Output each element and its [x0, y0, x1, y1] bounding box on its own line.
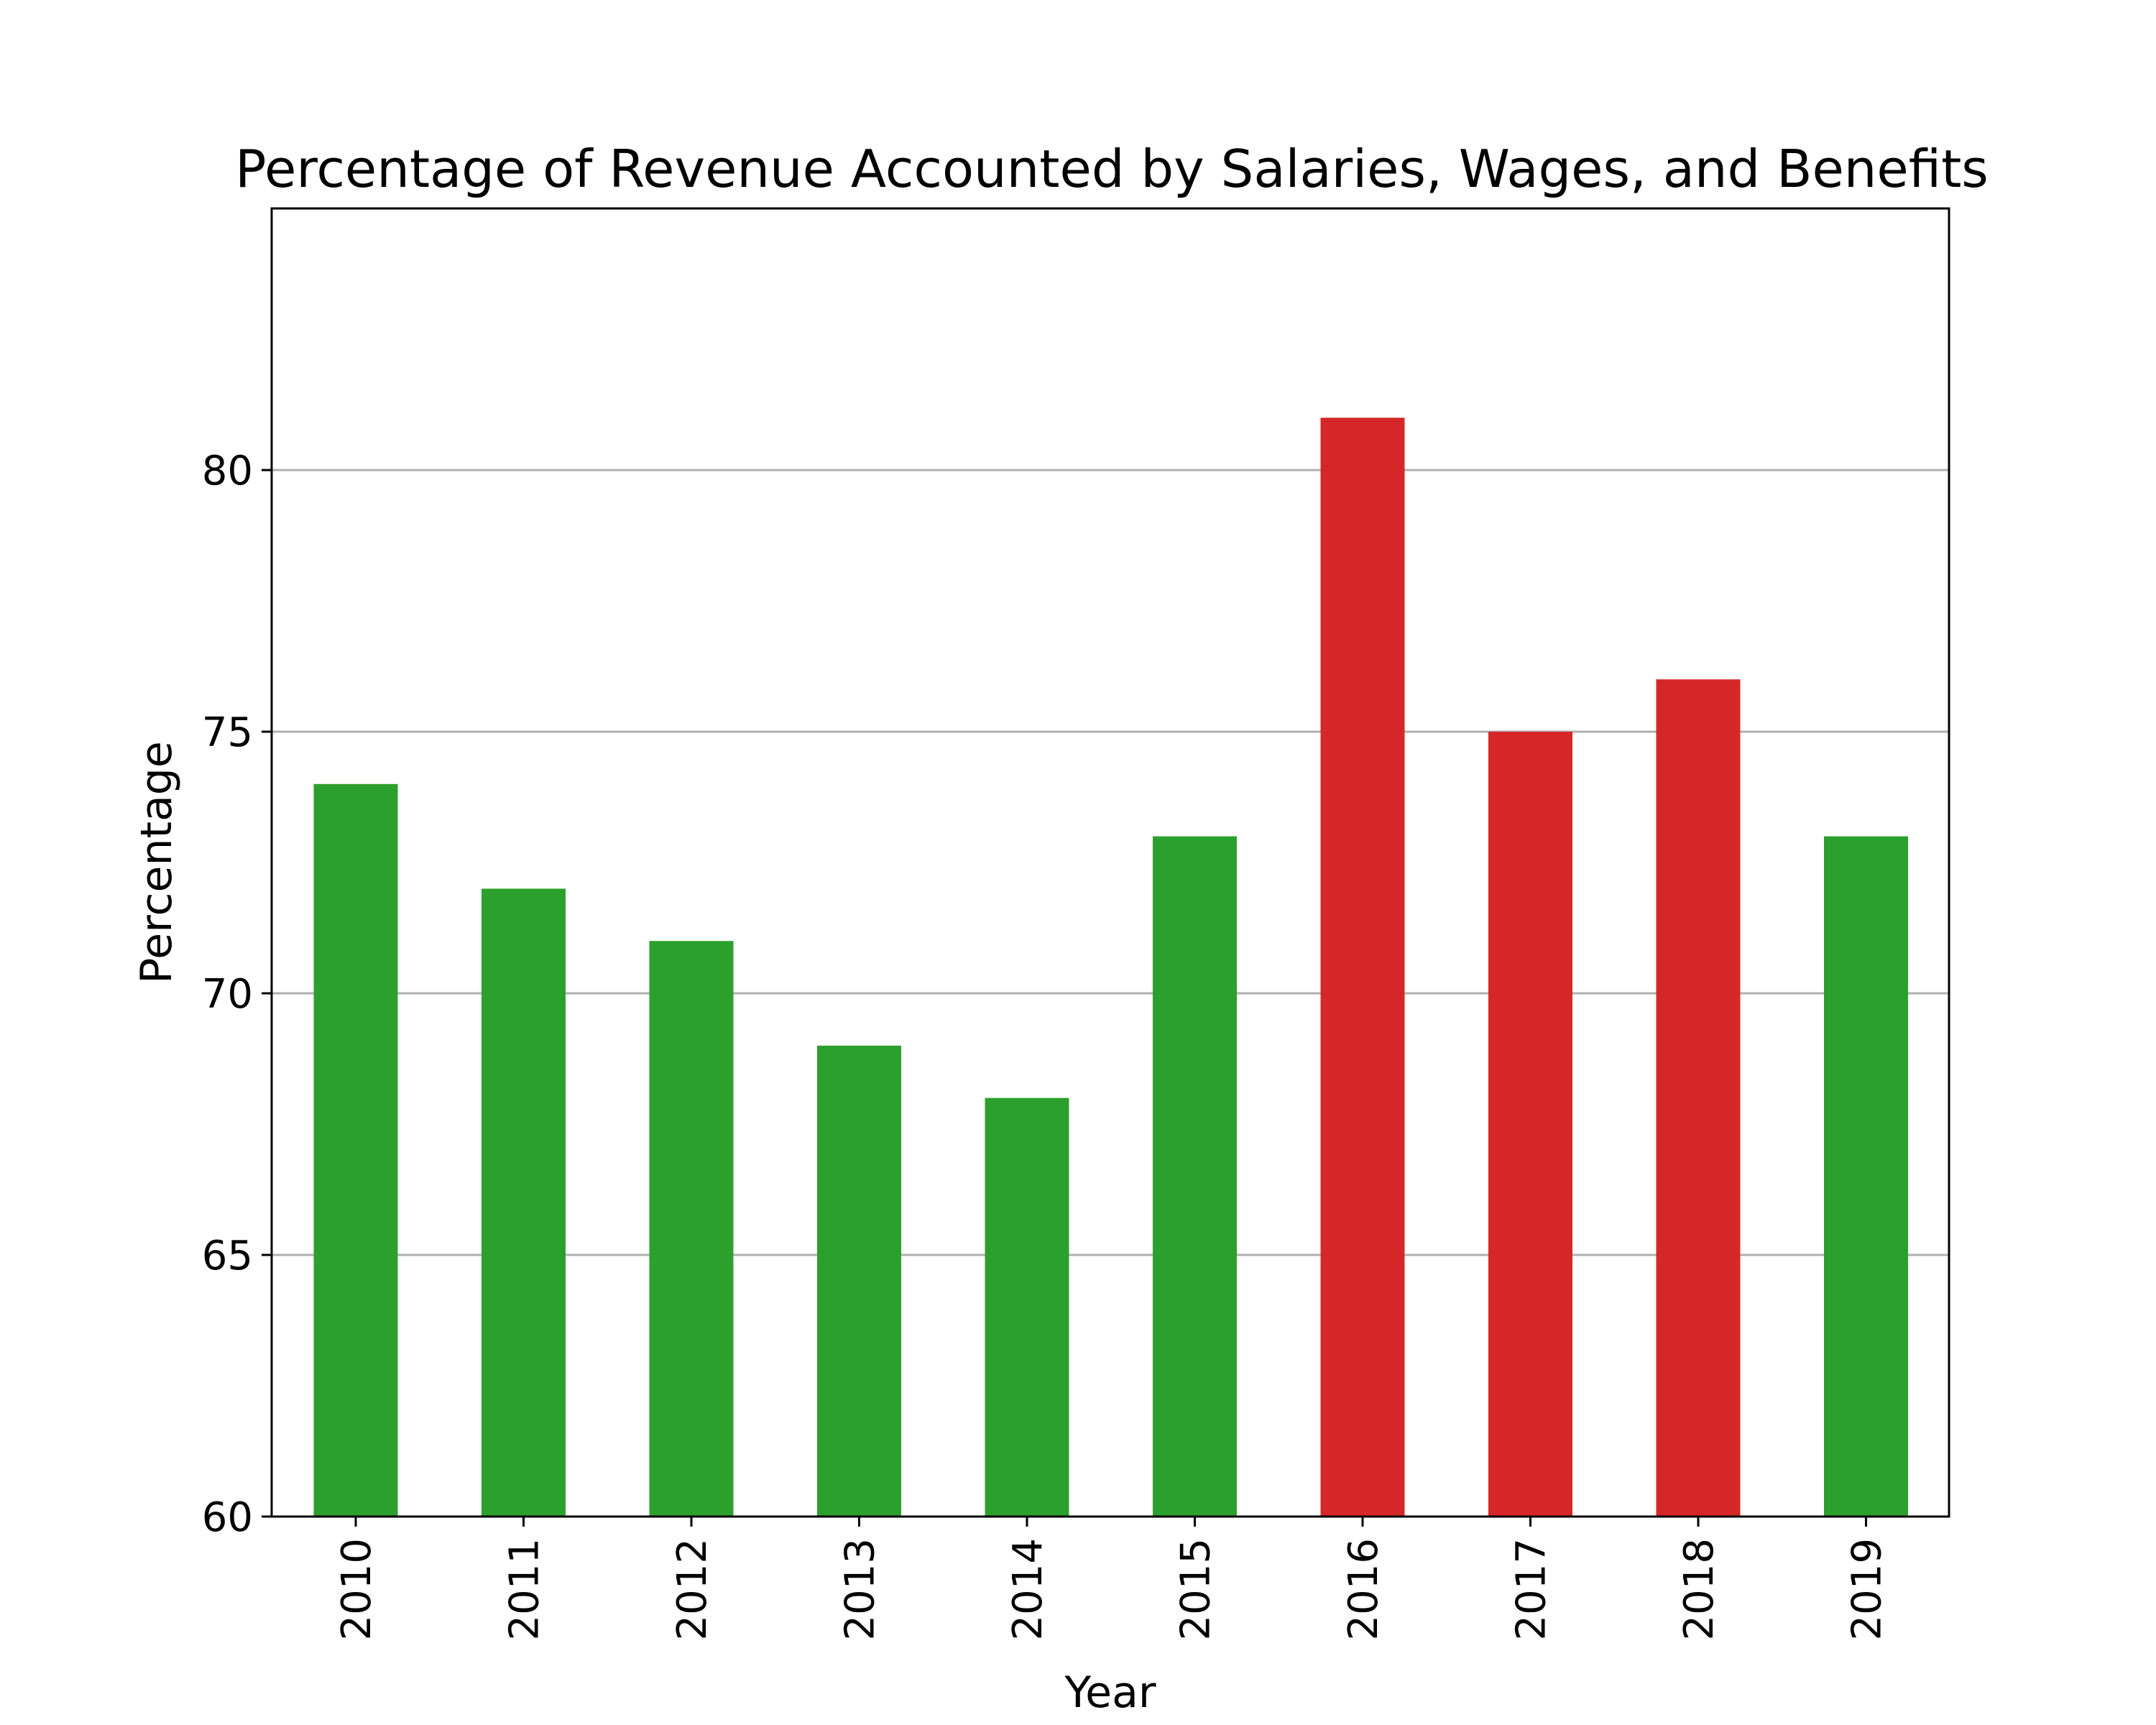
x-tick-label-2017: 2017	[1508, 1538, 1555, 1641]
x-axis-label: Year	[1064, 1668, 1156, 1718]
x-tick-label-2019: 2019	[1844, 1538, 1891, 1641]
bar-2018	[1656, 679, 1741, 1517]
y-tick-label-80: 80	[202, 448, 253, 494]
bar-2013	[817, 1045, 901, 1517]
y-axis-ticks: 60 65 70 75 80	[202, 448, 272, 1541]
x-axis-ticks: 2010 2011 2012 2013 2014 2015 2016 2017 2018 2019	[333, 1517, 1891, 1641]
y-tick-label-70: 70	[202, 971, 253, 1018]
bar-2011	[482, 888, 566, 1517]
bars	[313, 418, 1908, 1517]
bar-2017	[1488, 732, 1572, 1517]
chart-title: Percentage of Revenue Accounted by Salar…	[235, 139, 1989, 199]
y-tick-label-65: 65	[202, 1233, 253, 1279]
bar-2019	[1824, 836, 1908, 1517]
x-tick-label-2013: 2013	[837, 1538, 884, 1641]
y-tick-label-75: 75	[202, 709, 253, 756]
x-tick-label-2015: 2015	[1173, 1538, 1220, 1641]
x-tick-label-2014: 2014	[1005, 1538, 1051, 1641]
y-axis-label: Percentage	[132, 741, 182, 984]
x-tick-label-2016: 2016	[1340, 1538, 1387, 1641]
bar-2015	[1153, 836, 1237, 1517]
plot-frame	[270, 207, 1950, 1518]
x-tick-label-2010: 2010	[333, 1538, 380, 1641]
x-tick-label-2011: 2011	[502, 1538, 548, 1641]
bar-2016	[1320, 418, 1405, 1517]
y-tick-label-60: 60	[202, 1494, 253, 1541]
x-tick-label-2012: 2012	[669, 1538, 716, 1641]
x-tick-label-2018: 2018	[1676, 1538, 1723, 1641]
bar-2010	[313, 783, 398, 1517]
bar-2012	[649, 941, 734, 1517]
bar-2014	[985, 1098, 1069, 1517]
